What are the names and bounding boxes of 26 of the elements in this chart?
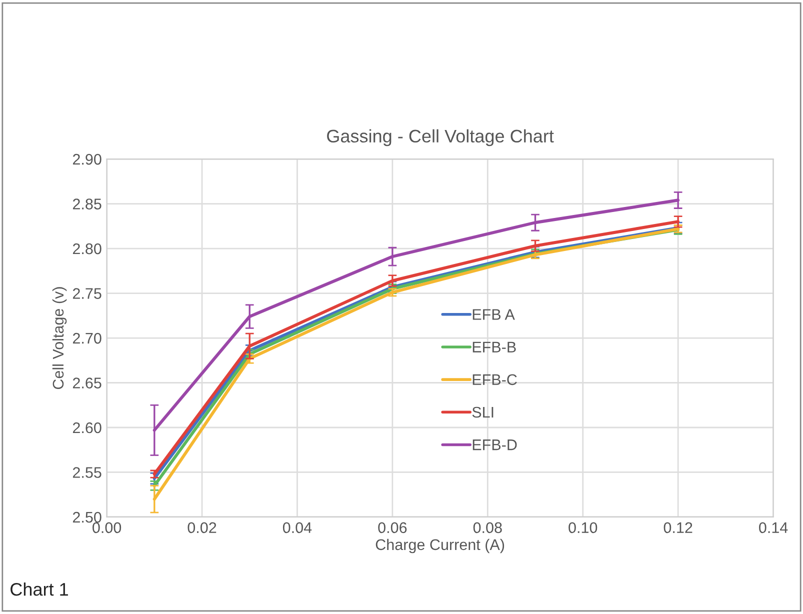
y-tick-label: 2.85: [72, 198, 102, 210]
legend-label: SLI: [472, 406, 494, 418]
x-tick-label: 0.10: [568, 522, 598, 534]
y-tick-label: 2.70: [72, 332, 102, 344]
y-tick-label: 2.65: [72, 378, 102, 388]
legend-label: EFB-C: [472, 374, 517, 386]
x-tick-label: 0.06: [378, 522, 407, 534]
x-tick-label: 0.02: [188, 522, 216, 534]
y-tick-label: 2.60: [72, 422, 102, 434]
x-tick-label: 0.04: [282, 522, 312, 534]
legend-label: EFB-B: [472, 342, 516, 352]
x-tick-label: 0.08: [473, 522, 502, 534]
x-tick-label: 0.14: [759, 522, 788, 534]
y-tick-label: 2.55: [72, 467, 102, 478]
x-tick-label: 0.12: [664, 522, 692, 534]
y-tick-label: 2.90: [72, 154, 102, 165]
y-tick-label: 2.80: [72, 243, 102, 254]
y-tick-label: 2.50: [72, 512, 102, 523]
legend-label: EFB-D: [472, 440, 517, 450]
y-axis-title: Cell Voltage (v): [52, 287, 67, 390]
x-tick-label: 0.00: [92, 522, 122, 534]
x-axis-title: Charge Current (A): [376, 538, 504, 554]
chart-title: Gassing - Cell Voltage Chart: [327, 129, 554, 146]
y-tick-label: 2.75: [72, 288, 102, 299]
caption: Chart 1: [10, 582, 68, 596]
legend-label: EFB A: [472, 309, 515, 320]
